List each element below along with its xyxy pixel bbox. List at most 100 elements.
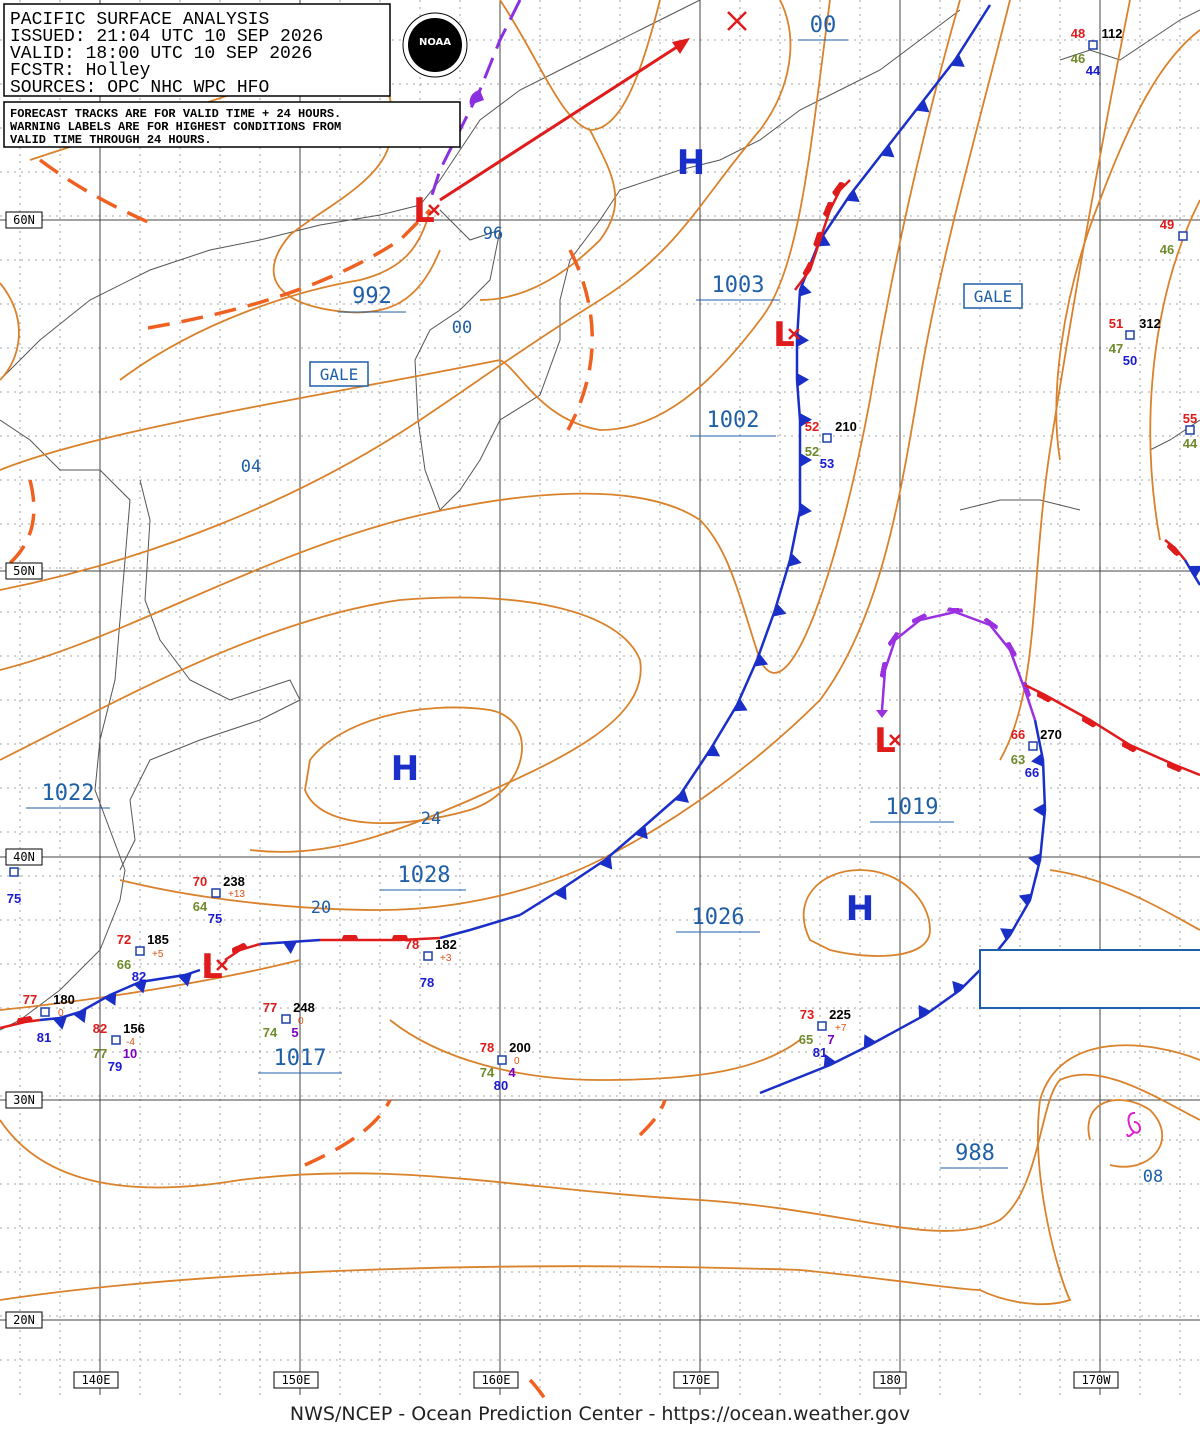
map-shape — [224, 944, 261, 962]
longitude-labels: 140E 150E 160E 170E 180 170W — [73, 1371, 1119, 1389]
central-pressure: 1002 — [707, 408, 760, 433]
station-value: 66 — [1011, 727, 1025, 742]
central-pressure: 00 — [810, 13, 837, 38]
coastlines — [0, 0, 1200, 1031]
warnings: GALE GALE — [309, 283, 1023, 387]
station-marker — [1028, 741, 1038, 751]
map-shape — [5, 1311, 43, 1329]
central-pressures: 00 992 1003 1002 1022 1028 1026 1017 101… — [26, 13, 1008, 1169]
station-value: 225 — [829, 1007, 851, 1022]
station-marker — [111, 1035, 121, 1045]
station-tendency: +13 — [228, 889, 245, 900]
latitude-label: 40N — [13, 850, 35, 864]
central-pressure: 1028 — [398, 863, 451, 888]
high-center: H — [846, 889, 874, 929]
station-marker — [9, 867, 19, 877]
latitude-label: 30N — [13, 1093, 35, 1107]
map-shape — [1049, 869, 1200, 931]
station-value: 55 — [1183, 411, 1197, 426]
station-value: 7 — [827, 1032, 834, 1047]
station-value: 270 — [1040, 727, 1062, 742]
map-shape — [0, 419, 131, 1031]
map-shape — [147, 208, 432, 330]
station-marker — [1125, 330, 1135, 340]
warning-label: GALE — [974, 287, 1013, 306]
map-shape — [788, 328, 800, 340]
station-value: 210 — [835, 419, 857, 434]
map-shape — [672, 38, 690, 54]
station-marker — [1185, 425, 1195, 435]
latitude-label: 50N — [13, 564, 35, 578]
map-shape — [430, 0, 522, 196]
station-marker — [135, 946, 145, 956]
latitude-label: 60N — [13, 213, 35, 227]
logo: NOAA — [419, 37, 451, 48]
station-marker — [817, 1021, 827, 1031]
low-markers — [216, 204, 901, 971]
station-value: 82 — [132, 969, 146, 984]
station-value: 74 — [263, 1025, 278, 1040]
map-shape — [6, 479, 36, 567]
station-value: 47 — [1109, 341, 1123, 356]
longitude-label: 170E — [682, 1373, 711, 1387]
station-value: 52 — [805, 444, 819, 459]
map-shape — [5, 211, 43, 229]
station-value: 66 — [1025, 765, 1039, 780]
station-value: 70 — [193, 874, 207, 889]
isobar-label: 20 — [311, 898, 331, 918]
note-line: FORECAST TRACKS ARE FOR VALID TIME + 24 … — [10, 107, 341, 121]
station-marker — [211, 888, 221, 898]
station-tendency: -4 — [126, 1037, 135, 1048]
station-value: 77 — [23, 992, 37, 1007]
station-value: 75 — [208, 911, 222, 926]
station-value: 65 — [799, 1032, 813, 1047]
map-shape — [794, 179, 851, 291]
station-value: 5 — [291, 1025, 298, 1040]
map-shape — [0, 1073, 1200, 1232]
station-value: 156 — [123, 1021, 145, 1036]
station-tendency: +5 — [152, 949, 164, 960]
central-pressure: 1017 — [274, 1046, 327, 1071]
station-tendency: 0 — [58, 1008, 64, 1019]
map-shape — [0, 282, 20, 381]
longitude-label: 170W — [1082, 1373, 1112, 1387]
station-marker — [1178, 231, 1188, 241]
header-line: FCSTR: Holley — [10, 61, 151, 81]
station-value: 78 — [420, 975, 434, 990]
map-shape — [876, 710, 888, 718]
longitude-label: 150E — [282, 1373, 311, 1387]
map-shape — [5, 1091, 43, 1109]
pressure-centers: H H H L L L L — [201, 143, 896, 987]
station-value: 63 — [1011, 752, 1025, 767]
central-pressure: 988 — [955, 1141, 995, 1166]
central-pressure: 1026 — [692, 905, 745, 930]
map-shape — [638, 1099, 667, 1137]
map-shape — [963, 283, 1023, 309]
station-tendency: +3 — [440, 953, 452, 964]
central-pressure: 1022 — [42, 781, 95, 806]
note-line: VALID TIME THROUGH 24 HOURS. — [10, 133, 212, 147]
station-value: 46 — [1160, 242, 1174, 257]
station-value: 185 — [147, 932, 169, 947]
map-shape — [473, 1371, 519, 1389]
station-marker — [423, 951, 433, 961]
station-value: 180 — [53, 992, 75, 1007]
station-value: 79 — [108, 1059, 122, 1074]
central-pressure: 1003 — [712, 273, 765, 298]
map-shape — [428, 204, 440, 216]
latitude-label: 20N — [13, 1313, 35, 1327]
station-value: 82 — [93, 1021, 107, 1036]
station-value: 46 — [1071, 51, 1085, 66]
latitude-labels: 60N 50N 40N 30N 20N — [5, 211, 43, 1329]
map-shape — [439, 43, 681, 202]
map-shape — [309, 361, 369, 387]
station-marker — [40, 1007, 50, 1017]
map-shape — [320, 938, 441, 942]
header-line: VALID: 18:00 UTC 10 SEP 2026 — [10, 44, 312, 64]
header-line: PACIFIC SURFACE ANALYSIS — [10, 10, 269, 30]
map-shape — [519, 4, 992, 917]
map-shape — [259, 938, 321, 954]
map-shape — [3, 3, 391, 97]
troughs — [6, 158, 667, 1407]
station-value: 74 — [480, 1065, 495, 1080]
